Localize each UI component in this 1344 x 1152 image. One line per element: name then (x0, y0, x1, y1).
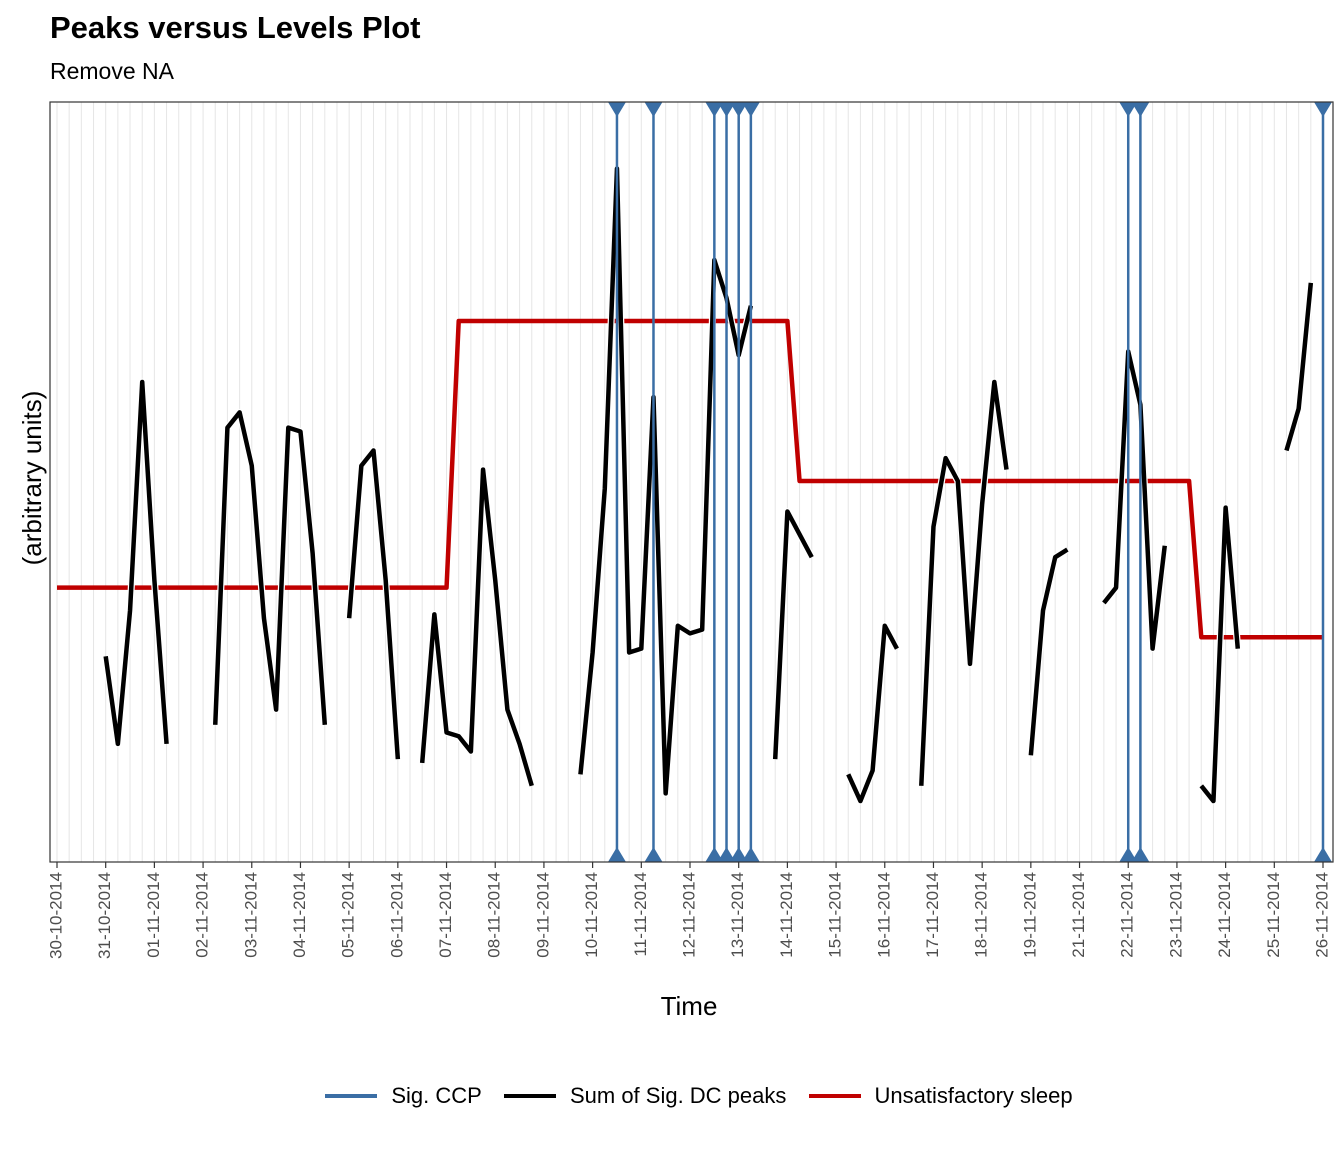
dc-peaks-line (1102, 349, 1167, 651)
dc-peaks-line (1199, 505, 1241, 804)
x-tick-label: 31-10-2014 (95, 872, 114, 959)
x-tick-label: 02-11-2014 (193, 872, 212, 958)
dc-peaks-layer (102, 165, 1315, 805)
x-tick-label: 18-11-2014 (972, 872, 991, 958)
x-tick-label: 19-11-2014 (1020, 872, 1039, 958)
legend-item-sleep: Unsatisfactory sleep (808, 1083, 1073, 1109)
dc-peaks-line (103, 379, 169, 747)
dc-peaks-line (846, 623, 899, 804)
unsatisfactory-sleep-line (57, 318, 1323, 640)
dc-peaks-line (772, 509, 814, 760)
ccp-marker-top (644, 102, 663, 117)
x-tick-label: 10-11-2014 (582, 872, 601, 958)
legend-label-dc-peaks: Sum of Sig. DC peaks (569, 1083, 787, 1108)
unsatisfactory-sleep-layer (57, 318, 1323, 640)
plot-panel-border (49, 101, 1334, 863)
ccp-marker-top (1314, 102, 1332, 117)
legend-swatch-sleep (808, 1094, 861, 1098)
dc-peaks-line (213, 410, 328, 725)
x-axis-title: Time (661, 991, 718, 1021)
legend-swatch-ccp (325, 1094, 378, 1098)
ccp-marker-bottom (607, 847, 626, 862)
x-tick-label: 25-11-2014 (1264, 872, 1283, 958)
x-tick-label: 03-11-2014 (241, 872, 260, 958)
x-tick-label: 30-10-2014 (46, 872, 65, 959)
x-tick-label: 17-11-2014 (923, 872, 942, 958)
ccp-marker-bottom (644, 847, 663, 862)
chart-subtitle: Remove NA (50, 58, 174, 84)
ccp-marker-bottom (729, 847, 748, 862)
ccp-marker-top (1119, 102, 1138, 117)
x-tick-label: 05-11-2014 (339, 872, 358, 958)
x-tick-label: 12-11-2014 (679, 872, 698, 958)
ccp-marker-top (1131, 102, 1150, 117)
legend-item-dc-peaks: Sum of Sig. DC peaks (503, 1083, 787, 1109)
legend-item-ccp: Sig. CCP (325, 1083, 482, 1109)
x-tick-label: 21-11-2014 (1069, 872, 1088, 958)
legend-swatch-dc-peaks (503, 1094, 556, 1098)
dc-peaks-halo (102, 378, 171, 748)
dc-peaks-line (346, 448, 401, 760)
ccp-marker-bottom (1314, 847, 1332, 862)
x-tick-label: 07-11-2014 (436, 872, 455, 958)
ccp-marker-bottom (705, 847, 724, 862)
x-tick-label: 13-11-2014 (728, 872, 747, 958)
ccp-marker-bottom (1119, 847, 1138, 862)
ccp-marker-top (607, 102, 626, 117)
x-tick-label: 01-11-2014 (144, 872, 163, 958)
y-axis-title: (arbitrary units) (17, 391, 47, 566)
x-tick-label: 04-11-2014 (290, 872, 309, 958)
x-tick-label: 14-11-2014 (777, 872, 796, 958)
dc-peaks-line (578, 166, 754, 796)
x-tick-label: 09-11-2014 (533, 872, 552, 958)
x-tick-label: 06-11-2014 (387, 872, 406, 958)
ccp-marker-top (717, 102, 736, 117)
ccp-marker-top (705, 102, 724, 117)
x-tick-label: 08-11-2014 (485, 872, 504, 958)
ccp-marker-bottom (741, 847, 760, 862)
legend: Sig. CCP Sum of Sig. DC peaks Unsatisfac… (0, 1078, 1344, 1109)
ccp-marker-bottom (717, 847, 736, 862)
legend-label-ccp: Sig. CCP (391, 1083, 482, 1108)
chart-title: Peaks versus Levels Plot (50, 10, 421, 45)
ccp-marker-bottom (1131, 847, 1150, 862)
x-tick-label: 16-11-2014 (874, 872, 893, 958)
x-tick-label: 26-11-2014 (1312, 872, 1331, 958)
dc-peaks-line (1284, 282, 1314, 452)
ccp-marker-top (729, 102, 748, 117)
dc-peaks-line (419, 467, 534, 787)
x-axis: 30-10-2014 31-10-2014 01-11-2014 02-11-2014… (46, 862, 1331, 959)
x-tick-label: 24-11-2014 (1215, 872, 1234, 958)
x-tick-label: 15-11-2014 (826, 872, 845, 958)
x-tick-label: 11-11-2014 (631, 872, 650, 956)
ccp-layer (607, 102, 1332, 862)
dc-peaks-line (1028, 547, 1069, 756)
dc-peaks-line (919, 379, 1009, 786)
legend-label-sleep: Unsatisfactory sleep (874, 1083, 1073, 1108)
ccp-marker-top (741, 102, 760, 117)
x-tick-label: 23-11-2014 (1166, 872, 1185, 958)
x-tick-label: 22-11-2014 (1118, 872, 1137, 958)
